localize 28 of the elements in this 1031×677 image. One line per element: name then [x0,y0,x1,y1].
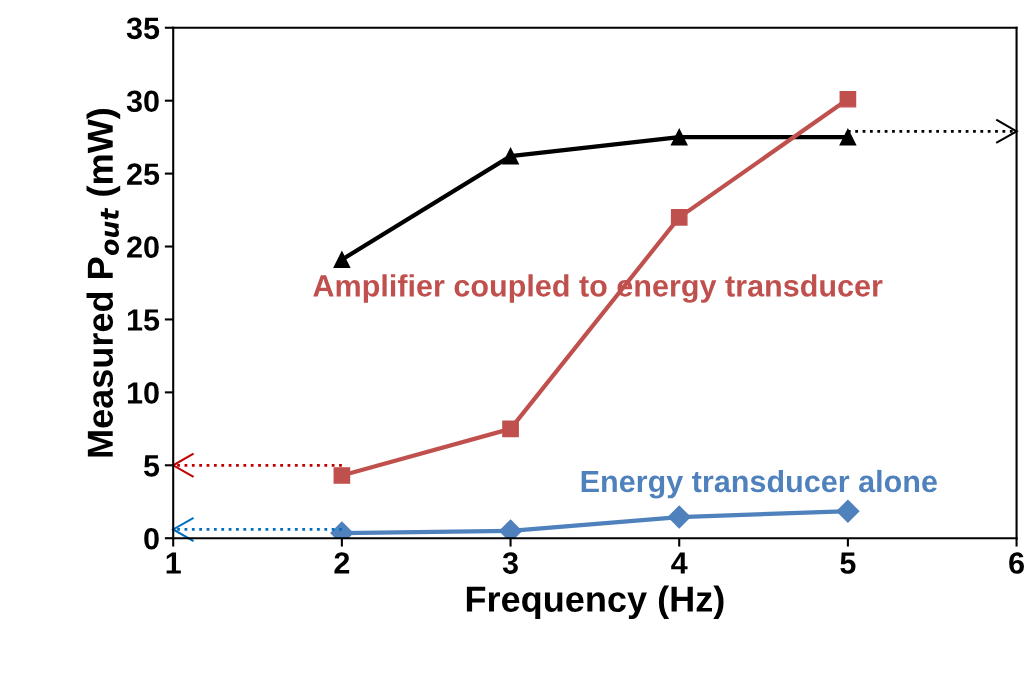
x-axis-title: Frequency (Hz) [466,585,724,620]
series-label: Energy transducer alone [581,469,937,499]
y-tick-label: 30 [126,90,159,113]
point [839,90,857,108]
y-tick-label: 5 [143,455,160,477]
y-tick-label: 25 [127,163,160,185]
point [839,128,857,146]
x-tick-label: 6 [1009,552,1024,574]
point [836,499,860,523]
point [333,467,351,484]
point [499,519,523,539]
point [333,251,351,268]
point [502,420,519,438]
point [670,209,688,226]
y-tick-label: 20 [127,236,159,258]
point [670,128,688,146]
x-tick-label: 1 [166,552,181,574]
y-tick-label: 15 [127,309,160,331]
point [667,505,691,529]
y-axis-title: Measured P$_{out}$ (mW) [86,109,121,457]
x-tick-label: 4 [671,552,688,574]
x-tick-label: 5 [840,552,856,574]
y-tick-label: 10 [127,382,159,404]
x-tick-label: 3 [502,552,518,574]
x-tick-label: 2 [334,552,350,574]
y-tick-label: 0 [144,527,159,550]
y-tick-label: 35 [126,17,160,40]
point [502,147,519,165]
